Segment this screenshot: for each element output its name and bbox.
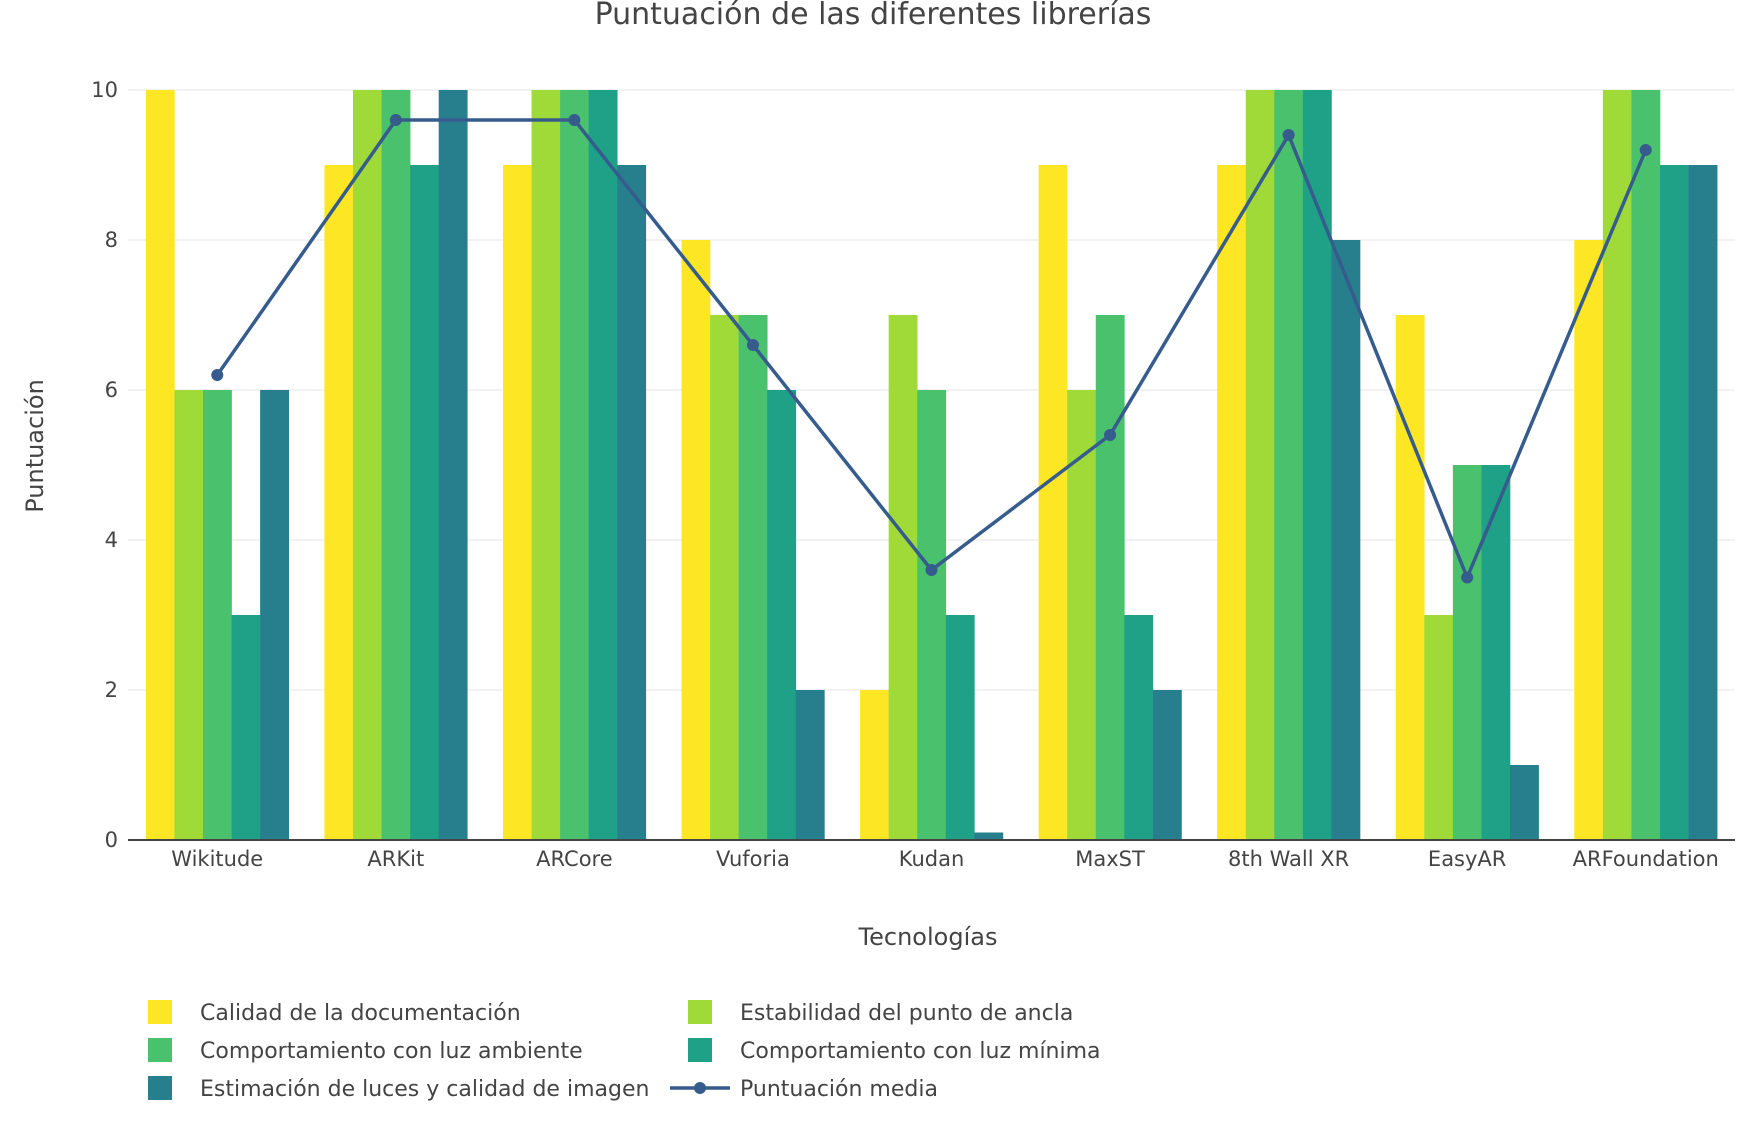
x-tick-label: Vuforia: [716, 847, 790, 871]
line-point-arfoundation: [1639, 144, 1652, 156]
line-point-easyar: [1461, 571, 1474, 584]
x-tick-label: ARCore: [536, 847, 613, 871]
bar-4-easyar: [1481, 465, 1511, 840]
bar-3-wikitude: [202, 390, 232, 840]
x-tick-label: MaxST: [1075, 847, 1145, 871]
y-tick-label: 0: [105, 828, 118, 852]
legend-swatch: [688, 1000, 712, 1024]
bar-4-arcore: [588, 90, 618, 840]
bar-5-kudan: [974, 832, 1004, 840]
legend-swatch: [148, 1076, 172, 1100]
bar-3-8th-wall-xr: [1274, 90, 1304, 840]
bar-3-easyar: [1452, 465, 1482, 840]
x-axis-title: Tecnologías: [858, 923, 998, 951]
bar-5-8th-wall-xr: [1331, 240, 1361, 840]
line-point-kudan: [925, 564, 938, 576]
bar-3-vuforia: [738, 315, 768, 840]
legend-swatch: [148, 1038, 172, 1062]
legend-label: Estabilidad del punto de ancla: [740, 1001, 1073, 1026]
x-tick-label: 8th Wall XR: [1228, 847, 1349, 871]
bar-5-arcore: [617, 165, 647, 840]
line-point-vuforia: [746, 339, 759, 351]
bar-3-kudan: [917, 390, 947, 840]
bar-2-easyar: [1424, 615, 1454, 840]
x-tick-label: ARFoundation: [1573, 847, 1719, 871]
bar-1-vuforia: [681, 240, 711, 840]
bar-1-wikitude: [145, 90, 175, 840]
x-tick-label: Wikitude: [171, 847, 263, 871]
line-series-group: [211, 114, 1652, 584]
bar-1-maxst: [1038, 165, 1068, 840]
y-tick-label: 8: [105, 228, 118, 252]
bar-2-wikitude: [174, 390, 204, 840]
legend-item-3[interactable]: Comportamiento con luz ambiente: [148, 1038, 583, 1064]
bar-5-arfoundation: [1688, 165, 1718, 840]
bar-2-8th-wall-xr: [1245, 90, 1275, 840]
legend-item-2[interactable]: Estabilidad del punto de ancla: [688, 1000, 1073, 1026]
bars-group: [145, 90, 1718, 840]
legend: Calidad de la documentación Estabilidad d…: [148, 1000, 1101, 1102]
bar-4-arfoundation: [1660, 165, 1689, 840]
legend-label: Comportamiento con luz ambiente: [200, 1039, 583, 1064]
bar-4-vuforia: [767, 390, 797, 840]
bar-4-arkit: [410, 165, 439, 840]
x-tick-label: ARKit: [367, 847, 424, 871]
bar-5-wikitude: [260, 390, 289, 840]
line-point-8th-wall-xr: [1282, 129, 1295, 141]
bar-1-arcore: [502, 165, 532, 840]
bar-3-maxst: [1095, 315, 1125, 840]
chart-title: Puntuación de las diferentes librerías: [595, 0, 1152, 32]
legend-swatch: [688, 1038, 712, 1062]
bar-1-8th-wall-xr: [1217, 165, 1247, 840]
legend-item-5[interactable]: Estimación de luces y calidad de imagen: [148, 1076, 649, 1102]
bar-1-arfoundation: [1574, 240, 1604, 840]
legend-item-6[interactable]: Puntuación media: [670, 1077, 938, 1102]
y-tick-label: 6: [105, 378, 118, 402]
bar-1-easyar: [1395, 315, 1425, 840]
legend-label: Puntuación media: [740, 1077, 938, 1102]
legend-label: Calidad de la documentación: [200, 1001, 521, 1026]
bar-5-easyar: [1510, 765, 1539, 840]
bar-5-arkit: [438, 90, 468, 840]
legend-label: Estimación de luces y calidad de imagen: [200, 1077, 649, 1102]
bar-1-kudan: [860, 690, 889, 840]
bar-3-arcore: [560, 90, 589, 840]
bar-2-arcore: [531, 90, 561, 840]
bar-2-vuforia: [710, 315, 739, 840]
bar-4-maxst: [1124, 615, 1154, 840]
line-point-maxst: [1104, 429, 1117, 441]
legend-swatch: [148, 1000, 172, 1024]
bar-2-arkit: [352, 90, 382, 840]
bar-4-kudan: [945, 615, 975, 840]
legend-item-1[interactable]: Calidad de la documentación: [148, 1000, 521, 1026]
y-tick-label: 10: [91, 78, 118, 102]
legend-label: Comportamiento con luz mínima: [740, 1039, 1101, 1064]
y-tick-label: 4: [105, 528, 118, 552]
line-point-arkit: [389, 114, 402, 126]
x-tick-label: EasyAR: [1428, 847, 1506, 871]
bar-4-wikitude: [231, 615, 261, 840]
bar-3-arkit: [381, 90, 411, 840]
bar-2-arfoundation: [1602, 90, 1632, 840]
axes-group: 0 2 4 6 8 10 Wikitude ARKit ARCore Vuforia Kudan Ma…: [91, 78, 1735, 871]
legend-marker: [694, 1082, 706, 1094]
bar-3-arfoundation: [1631, 90, 1661, 840]
y-tick-label: 2: [105, 678, 118, 702]
y-axis-title: Puntuación: [21, 379, 49, 513]
bar-5-maxst: [1152, 690, 1182, 840]
bar-4-8th-wall-xr: [1302, 90, 1332, 840]
bar-1-arkit: [324, 165, 354, 840]
x-tick-label: Kudan: [899, 847, 965, 871]
bar-2-kudan: [888, 315, 918, 840]
legend-item-4[interactable]: Comportamiento con luz mínima: [688, 1038, 1101, 1064]
bar-5-vuforia: [795, 690, 825, 840]
line-point-wikitude: [211, 369, 224, 381]
line-point-arcore: [568, 114, 581, 126]
